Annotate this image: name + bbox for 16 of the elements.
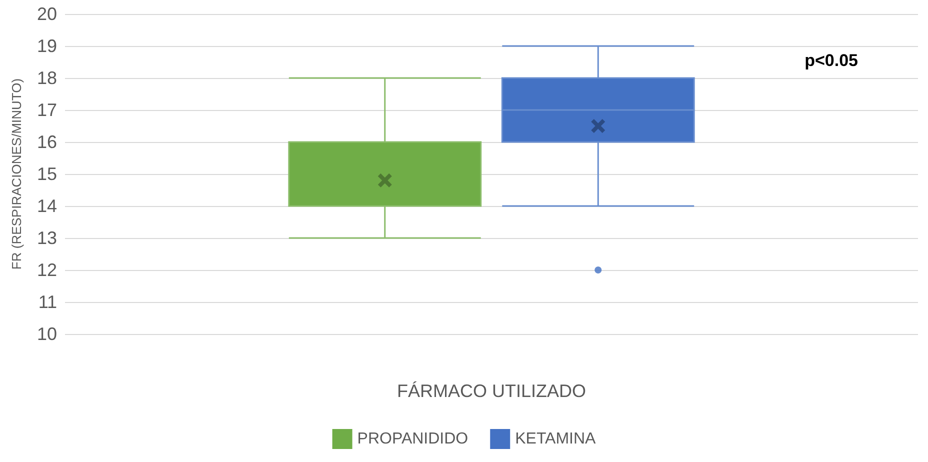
y-tick-label: 19	[36, 36, 57, 56]
legend-label: KETAMINA	[515, 430, 596, 448]
legend-label: PROPANIDIDO	[357, 430, 468, 448]
y-tick-label: 12	[36, 260, 57, 280]
y-tick-label: 20	[36, 4, 57, 24]
y-tick-label: 18	[36, 68, 57, 88]
y-tick-label: 15	[36, 164, 57, 184]
annotation: p<0.05	[804, 51, 858, 70]
x-axis-title: FÁRMACO UTILIZADO	[396, 381, 586, 401]
y-tick-label: 17	[36, 100, 57, 120]
y-tick-label: 11	[38, 292, 57, 312]
y-axis-title: FR (RESPIRACIONES/MINUTO)	[9, 78, 24, 270]
y-tick-label: 14	[36, 196, 57, 216]
y-tick-label: 16	[36, 132, 57, 152]
y-tick-label: 10	[36, 324, 57, 344]
y-tick-label: 13	[36, 228, 57, 248]
